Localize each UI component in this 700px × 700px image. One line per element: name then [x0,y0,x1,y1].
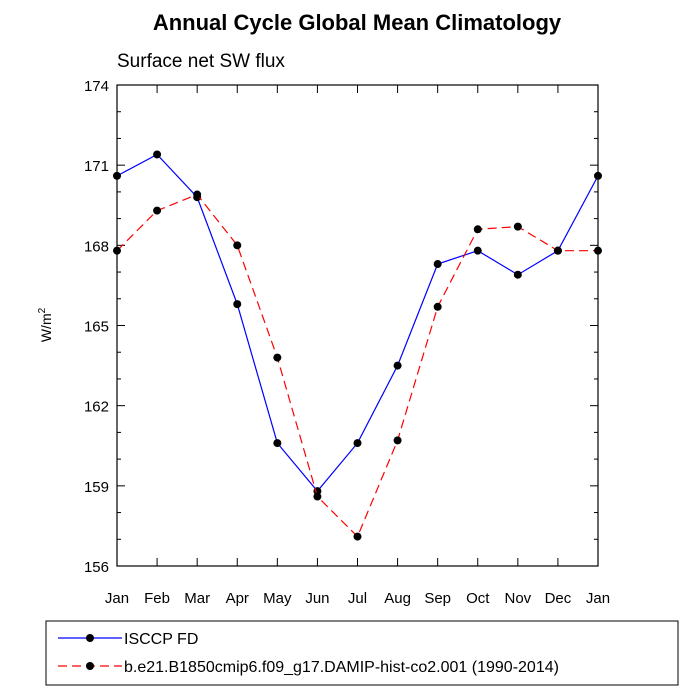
data-point [393,361,402,370]
x-tick-label: Nov [504,590,531,607]
legend-label: ISCCP FD [124,631,198,648]
data-point [393,436,402,445]
legend-marker [86,634,94,642]
chart-title: Annual Cycle Global Mean Climatology [153,10,562,35]
plot-frame [116,84,599,567]
svg-text:W/m2: W/m2 [37,307,54,342]
chart-subtitle: Surface net SW flux [117,51,285,72]
data-point [233,300,242,309]
y-tick-label: 162 [84,399,109,416]
x-tick-label: Jan [586,590,610,607]
data-point [473,225,482,234]
data-point [594,246,602,255]
x-tick-label: Sep [424,590,451,607]
data-point [273,353,282,362]
y-tick-label: 165 [84,319,109,336]
y-tick-label: 159 [84,479,109,496]
x-tick-label: Aug [384,590,411,607]
data-point [193,190,202,199]
legend: ISCCP FD b.e21.B1850cmip6.f09_g17.DAMIP-h… [45,620,679,686]
y-axis-label-superscript: 2 [37,307,48,313]
y-tick-labels: 156 159 162 165 168 171 174 [84,78,109,576]
x-tick-label: Dec [545,590,572,607]
series-layer [113,150,602,541]
legend-label: b.e21.B1850cmip6.f09_g17.DAMIP-hist-co2.… [124,659,559,676]
data-point [433,302,442,311]
data-point [513,222,522,231]
y-axis-label: W/m2 [37,307,54,342]
legend-box [45,620,679,686]
y-tick-label: 168 [84,238,109,255]
series-1 [113,150,602,496]
data-point [153,150,162,159]
data-point [153,206,162,215]
x-tick-label: Jan [105,590,129,607]
x-tick-label: Oct [466,590,490,607]
x-tick-label: Jul [348,590,367,607]
legend-item: b.e21.B1850cmip6.f09_g17.DAMIP-hist-co2.… [58,659,559,676]
data-point [433,260,442,269]
series-2 [113,190,602,541]
x-tick-labels: Jan Feb Mar Apr May Jun Jul Aug Sep Oct Nov Dec Jan [105,590,610,607]
y-tick-label: 156 [84,559,109,576]
x-tick-label: Mar [184,590,210,607]
data-point [273,439,282,448]
axis-ticks [116,84,599,567]
data-point [513,270,522,279]
x-tick-label: May [263,590,292,607]
plot-area [116,84,599,567]
series-line [116,193,598,538]
x-tick-label: Feb [144,590,170,607]
data-point [594,171,602,180]
x-tick-label: Apr [226,590,249,607]
y-tick-label: 171 [84,158,109,175]
data-point [473,246,482,255]
data-point [233,241,242,250]
data-point [113,171,121,180]
data-point [113,246,121,255]
data-point [353,532,362,541]
data-point [553,246,562,255]
data-point [353,439,362,448]
legend-item: ISCCP FD [58,631,198,648]
y-axis-label-text: W/m [38,313,54,342]
y-tick-label: 174 [84,78,109,95]
data-point [313,492,322,501]
legend-marker [86,662,94,670]
x-tick-label: Jun [305,590,329,607]
